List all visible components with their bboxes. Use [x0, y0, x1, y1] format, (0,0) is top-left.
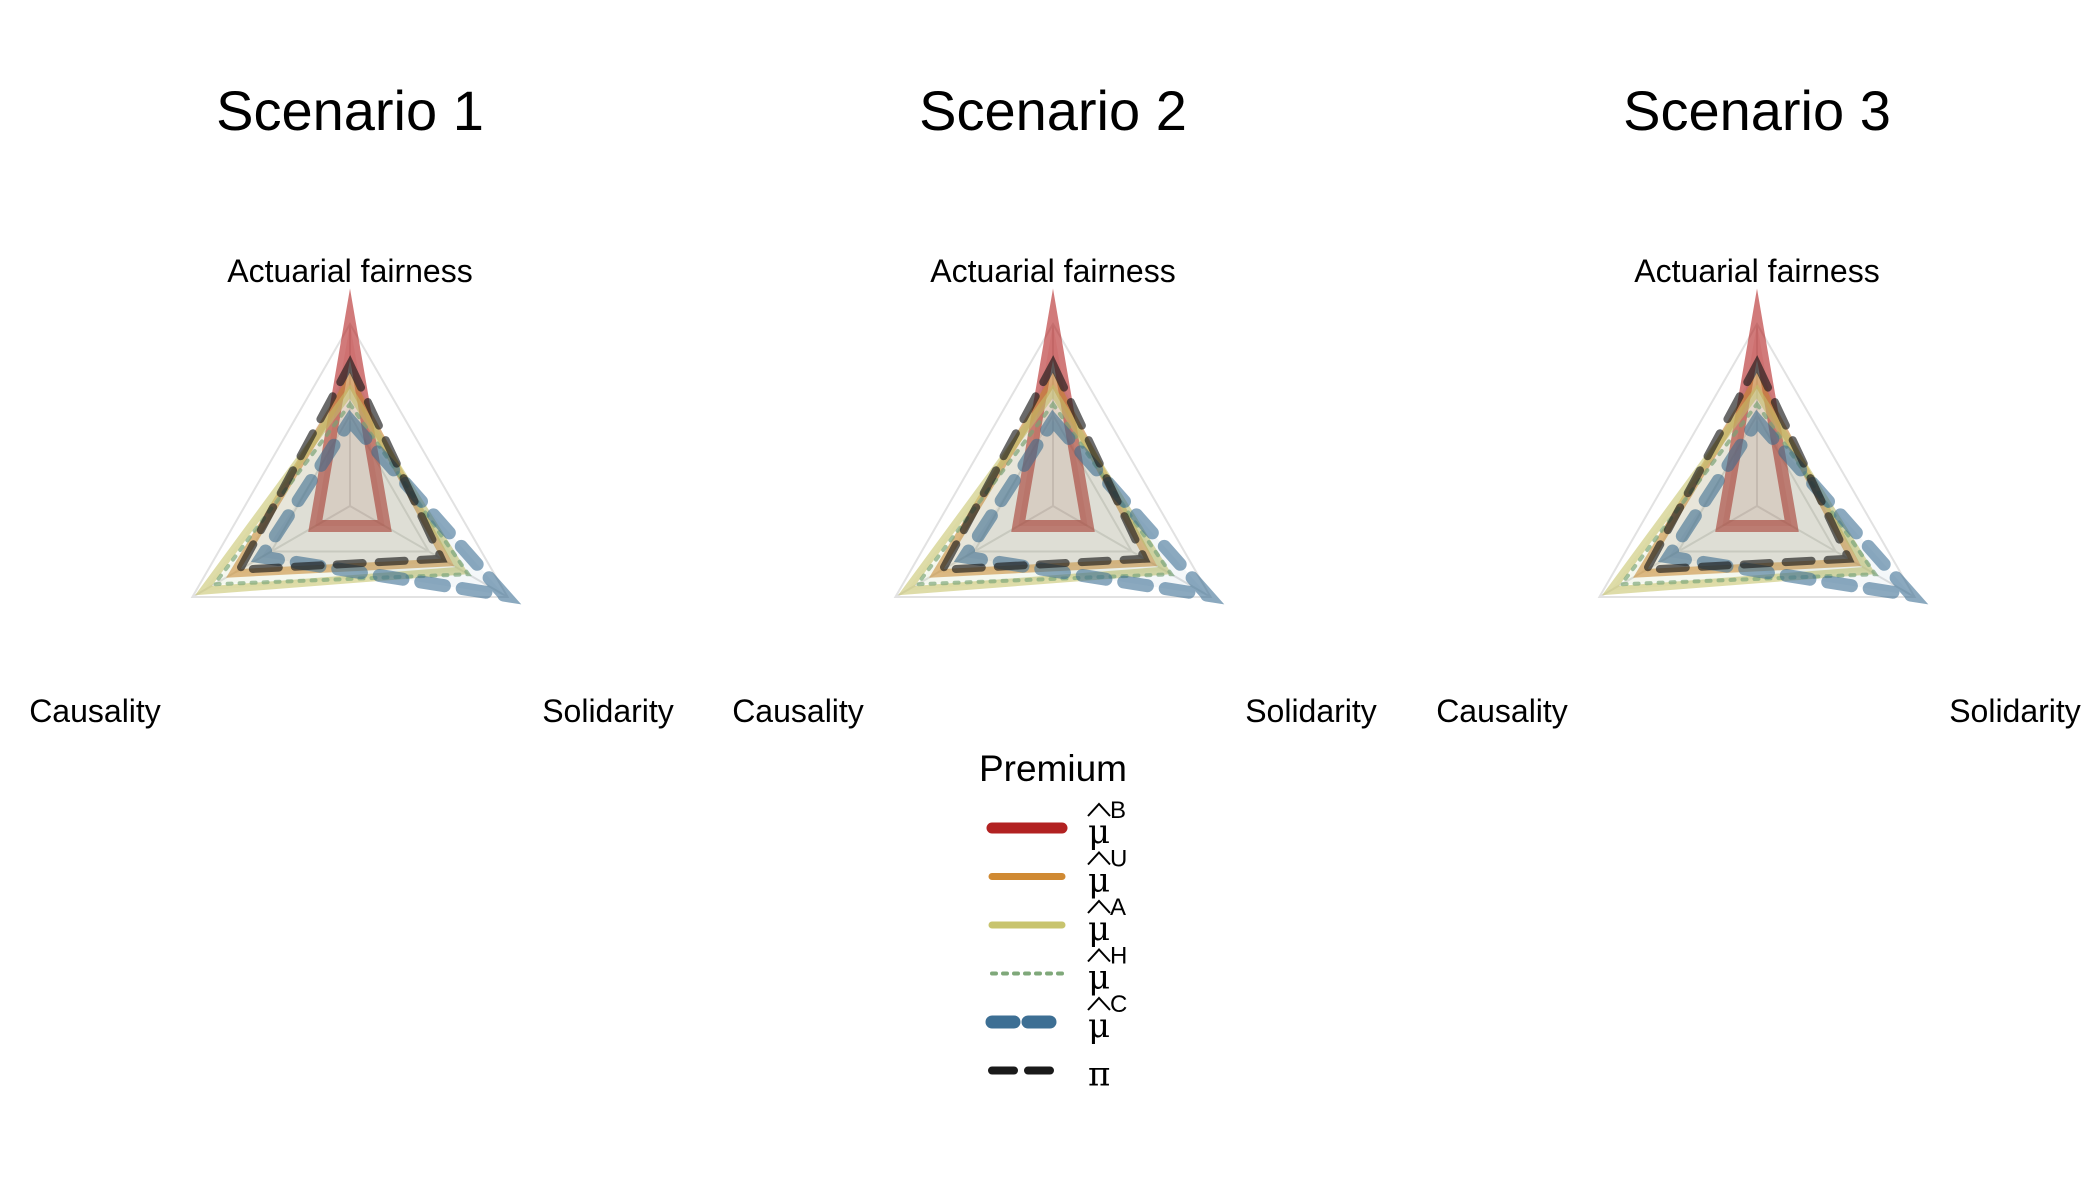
radar-panel-1: Scenario 1 Actuarial fairness Solidarity Ca… — [29, 79, 674, 729]
legend-label-sup: U — [1110, 846, 1127, 873]
legend-item-a: μA — [988, 894, 1126, 949]
axis-label-causality: Causality — [732, 693, 864, 729]
grid-ring — [1597, 321, 1917, 598]
legend-label-base: μ — [1088, 958, 1110, 998]
series-polygon-c — [1657, 409, 1929, 605]
hat-accent — [1087, 948, 1111, 963]
legend-label-base: μ — [1088, 861, 1110, 901]
axis-label-solidarity: Solidarity — [1245, 693, 1377, 729]
legend-label-base: μ — [1088, 812, 1110, 852]
axis-label-solidarity: Solidarity — [542, 693, 674, 729]
series-polygon-c — [250, 409, 522, 605]
radar-panel-2: Scenario 2 Actuarial fairness Solidarity Ca… — [732, 79, 1377, 729]
legend-item-u: μU — [988, 846, 1127, 901]
legend-title: Premium — [979, 748, 1127, 789]
panel-title: Scenario 1 — [216, 79, 484, 142]
hat-accent — [1087, 802, 1111, 817]
legend-label-sup: B — [1110, 797, 1126, 824]
legend-item-p: π — [988, 1055, 1110, 1095]
axis-label-causality: Causality — [1436, 693, 1568, 729]
series-polygon-p — [232, 355, 448, 575]
legend-item-b: μB — [986, 797, 1126, 852]
series-polygon-p — [1639, 355, 1855, 575]
legend-item-h: μH — [990, 943, 1127, 998]
series-polygon-c — [953, 409, 1225, 605]
hat-accent — [1087, 996, 1111, 1011]
axis-label-solidarity: Solidarity — [1949, 693, 2081, 729]
legend-label-base: μ — [1088, 1006, 1110, 1046]
axis-label-actuarial-fairness: Actuarial fairness — [930, 253, 1175, 289]
panel-title: Scenario 2 — [919, 79, 1187, 142]
legend-label-sup: A — [1110, 894, 1126, 921]
hat-accent — [1087, 899, 1111, 914]
grid-ring — [190, 322, 510, 598]
legend-label-sup: C — [1110, 991, 1127, 1018]
axis-label-actuarial-fairness: Actuarial fairness — [1634, 253, 1879, 289]
legend-label-base: π — [1088, 1055, 1110, 1095]
panel-title: Scenario 3 — [1623, 79, 1891, 142]
legend-label-sup: H — [1110, 943, 1127, 970]
radar-panel-3: Scenario 3 Actuarial fairness Solidarity Ca… — [1436, 79, 2081, 729]
series-polygon-p — [935, 355, 1151, 575]
hat-accent — [1087, 851, 1111, 866]
axis-label-causality: Causality — [29, 693, 161, 729]
axis-label-actuarial-fairness: Actuarial fairness — [227, 253, 472, 289]
grid-ring — [893, 321, 1213, 598]
legend-item-c: μC — [985, 991, 1127, 1046]
legend-label-base: μ — [1088, 909, 1110, 949]
